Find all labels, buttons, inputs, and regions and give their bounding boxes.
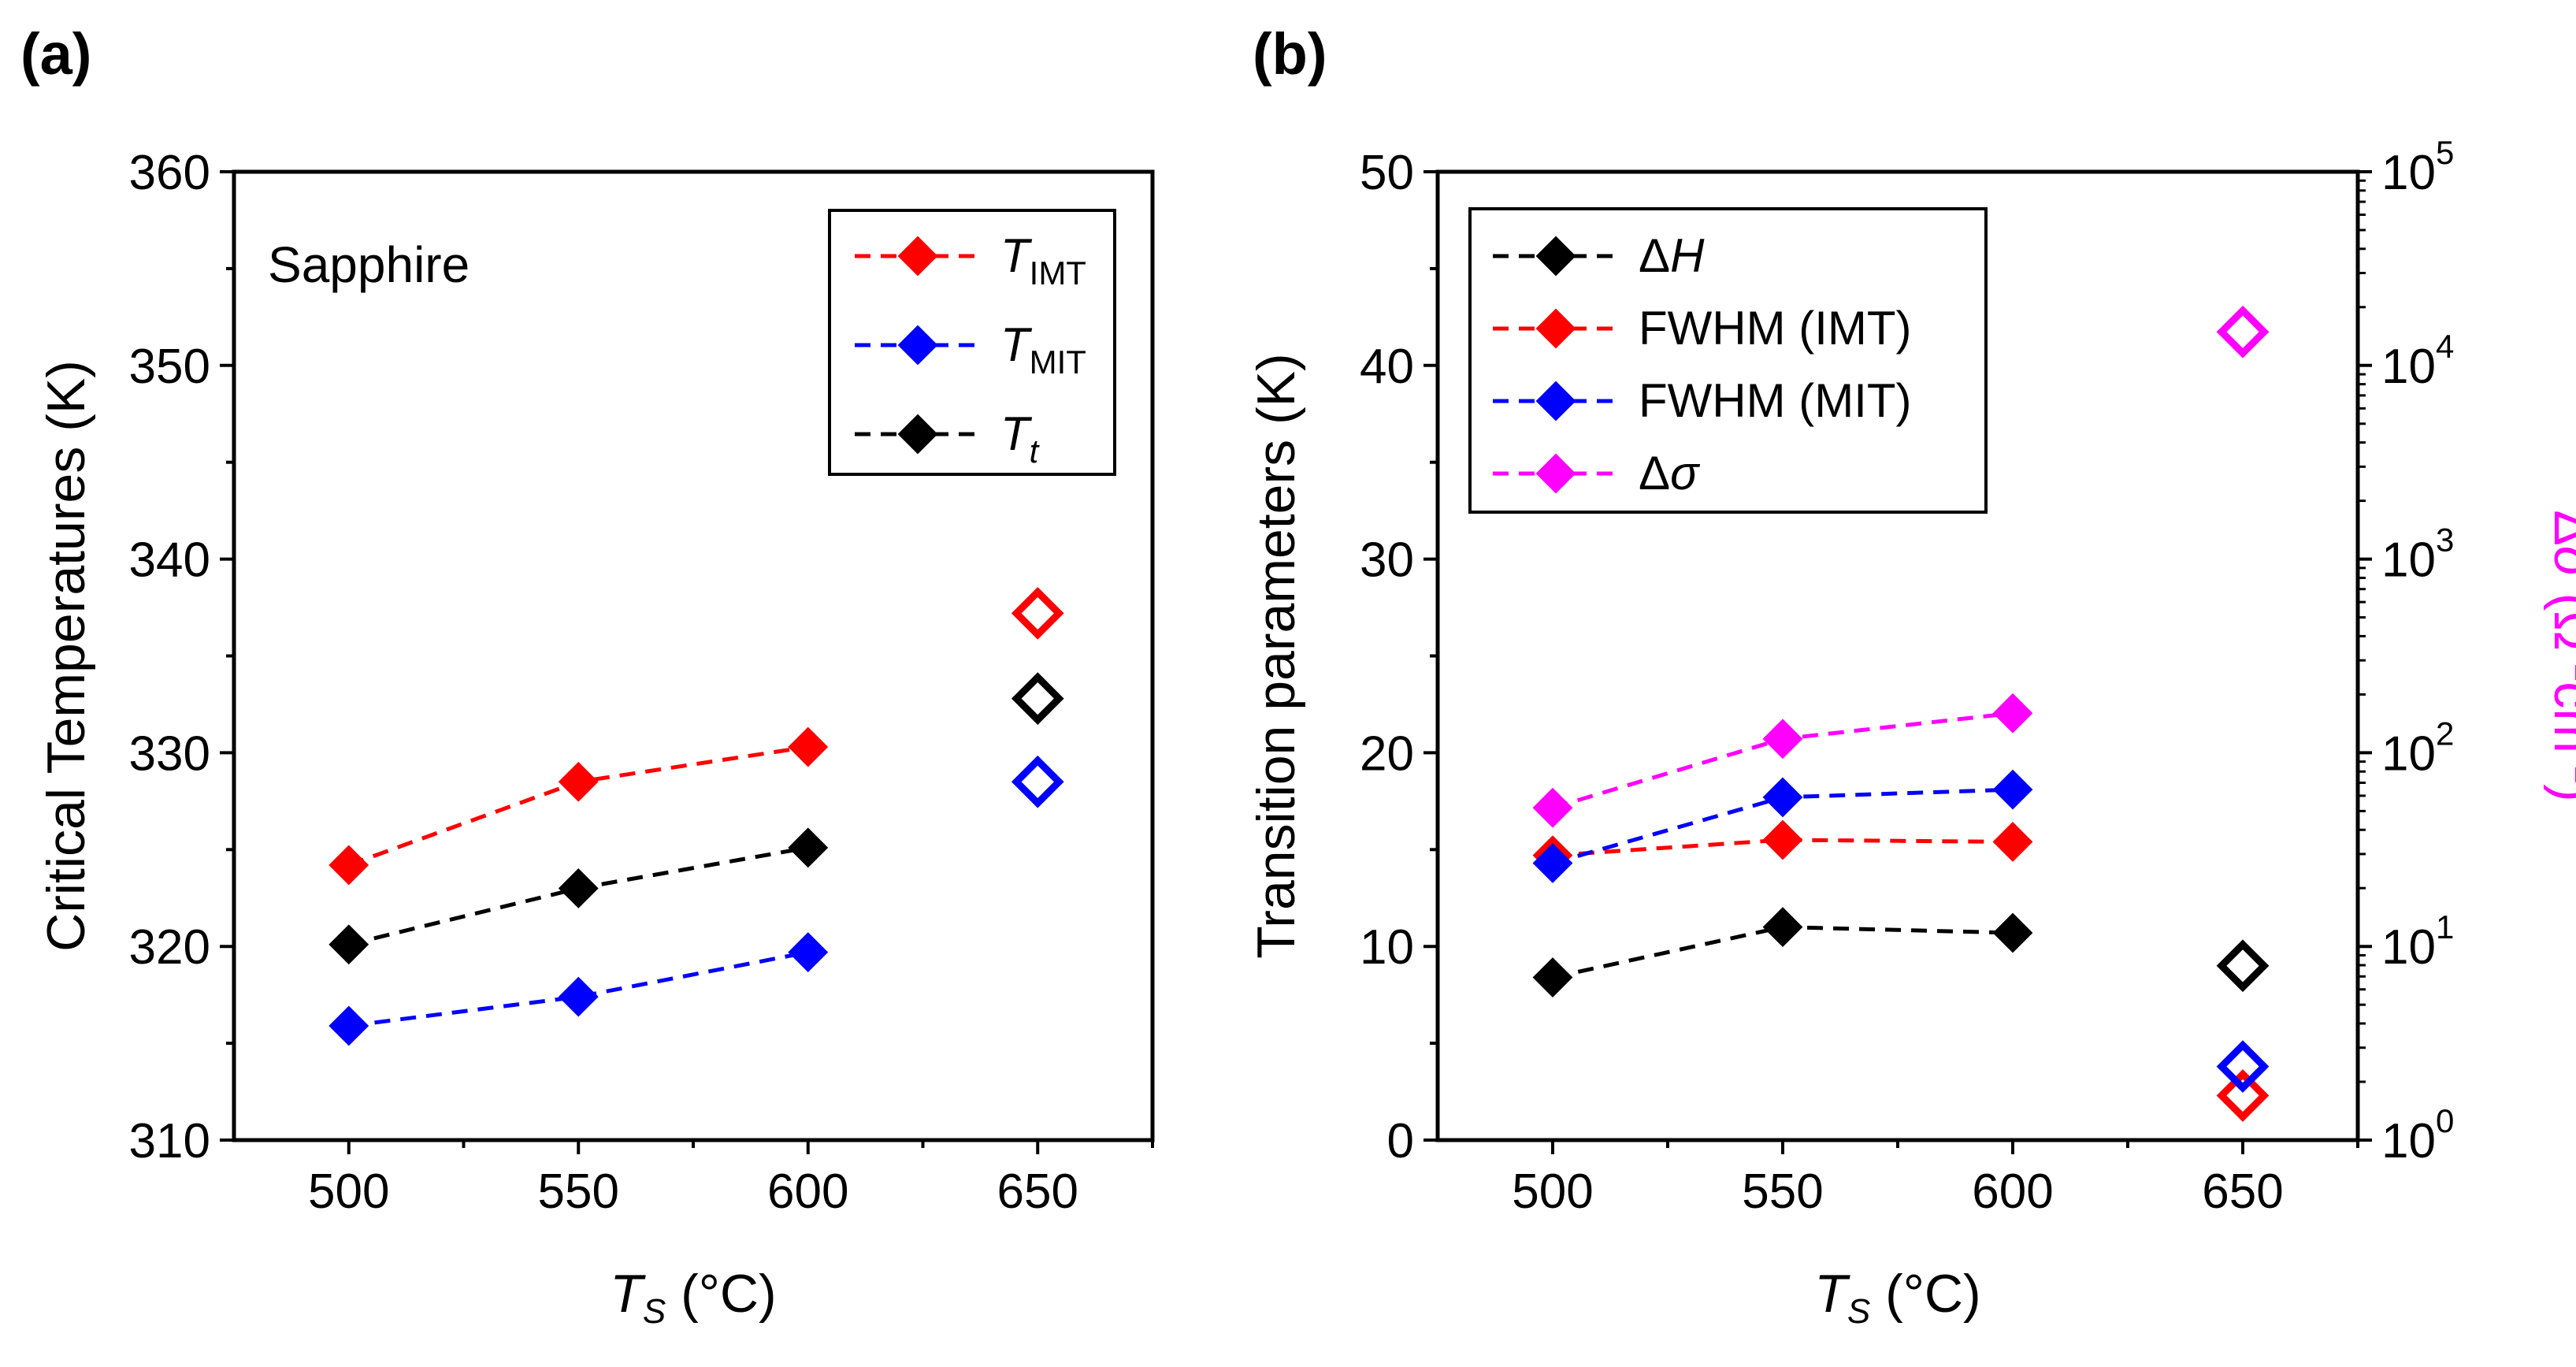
data-point — [328, 845, 369, 886]
data-point — [1762, 719, 1803, 760]
panel-a-label: (a) — [20, 21, 91, 87]
x-tick-label: 600 — [1972, 1165, 2053, 1219]
y-right-tick-label: 105 — [2381, 134, 2454, 200]
data-point — [1992, 912, 2033, 953]
data-point — [1762, 819, 1803, 860]
legend-label: ΔH — [1639, 229, 1705, 282]
data-point-open — [2216, 939, 2270, 993]
y-tick-label: 50 — [1360, 146, 1414, 200]
y-right-tick-label: 100 — [2381, 1102, 2454, 1168]
data-point-open — [2216, 1040, 2270, 1093]
y-tick-label: 340 — [129, 533, 210, 588]
data-point-open — [2216, 305, 2270, 358]
data-point — [1762, 777, 1803, 818]
y-tick-label: 330 — [129, 726, 210, 781]
legend-label: FWHM (IMT) — [1639, 302, 1912, 355]
x-tick-label: 500 — [308, 1165, 389, 1219]
y-right-axis-title: Δσ (Ω-1cm-1) — [2543, 510, 2576, 801]
data-point — [1532, 843, 1573, 883]
data-point — [788, 827, 829, 868]
y-tick-label: 10 — [1360, 920, 1414, 975]
panel-b-chart: 500 550 600 650 0 10 20 30 40 50 TS (°C) Transition… — [1246, 134, 2576, 1331]
y-right-tick-label: 102 — [2381, 715, 2454, 781]
x-tick-label: 650 — [997, 1165, 1078, 1219]
panel-b-label: (b) — [1253, 21, 1327, 87]
y-tick-label: 350 — [129, 340, 210, 394]
data-point — [1532, 787, 1573, 828]
legend-label: TIMT — [1000, 229, 1086, 292]
data-point — [558, 976, 599, 1017]
y-right-tick-label: 101 — [2381, 908, 2454, 975]
y-tick-label: 0 — [1387, 1114, 1414, 1168]
legend-label: Tt — [1000, 407, 1041, 470]
y-tick-label: 310 — [129, 1114, 210, 1168]
data-point-open — [2216, 1069, 2270, 1122]
legend-marker — [1535, 381, 1576, 422]
legend-label: Δσ — [1639, 447, 1701, 500]
data-point — [1992, 693, 2033, 734]
data-point-open — [1011, 755, 1064, 808]
legend-marker — [897, 414, 938, 455]
x-axis-title: TS (°C) — [610, 1264, 776, 1331]
data-point — [788, 932, 829, 972]
x-tick-label: 550 — [1742, 1165, 1823, 1219]
y-tick-label: 40 — [1360, 340, 1414, 394]
y-tick-label: 360 — [129, 146, 210, 200]
x-tick-label: 550 — [538, 1165, 619, 1219]
substrate-annotation: Sapphire — [268, 236, 470, 293]
panel-a-chart: 500 550 600 650 310 320 330 340 350 360 TS (°C) Cri… — [36, 146, 1155, 1331]
legend-marker — [1535, 308, 1576, 349]
data-point — [328, 1005, 369, 1046]
data-point — [1762, 907, 1803, 948]
x-tick-label: 650 — [2202, 1165, 2283, 1219]
legend-marker — [897, 325, 938, 366]
legend-marker — [897, 236, 938, 277]
y-axis-title: Transition parameters (K) — [1246, 353, 1306, 958]
data-point — [1992, 769, 2033, 810]
data-point — [558, 868, 599, 908]
x-axis-title: TS (°C) — [1814, 1264, 1980, 1331]
y-right-tick-label: 103 — [2381, 522, 2454, 588]
y-right-tick-label: 104 — [2381, 328, 2454, 394]
data-point — [788, 726, 829, 767]
y-tick-label: 320 — [129, 920, 210, 975]
x-tick-label: 600 — [767, 1165, 848, 1219]
legend-label: FWHM (MIT) — [1639, 374, 1912, 427]
data-point-open — [1011, 672, 1064, 725]
y-tick-label: 30 — [1360, 533, 1414, 588]
data-point — [328, 924, 369, 965]
legend-marker — [1535, 453, 1576, 494]
y-tick-label: 20 — [1360, 726, 1414, 781]
legend-marker — [1535, 236, 1576, 277]
x-tick-label: 500 — [1512, 1165, 1593, 1219]
legend-label: TMIT — [1000, 318, 1086, 381]
y-axis-title: Critical Temperatures (K) — [36, 360, 96, 952]
data-point — [1532, 957, 1573, 997]
data-point-open — [1011, 587, 1064, 640]
data-point — [1992, 822, 2033, 862]
data-point — [558, 761, 599, 802]
